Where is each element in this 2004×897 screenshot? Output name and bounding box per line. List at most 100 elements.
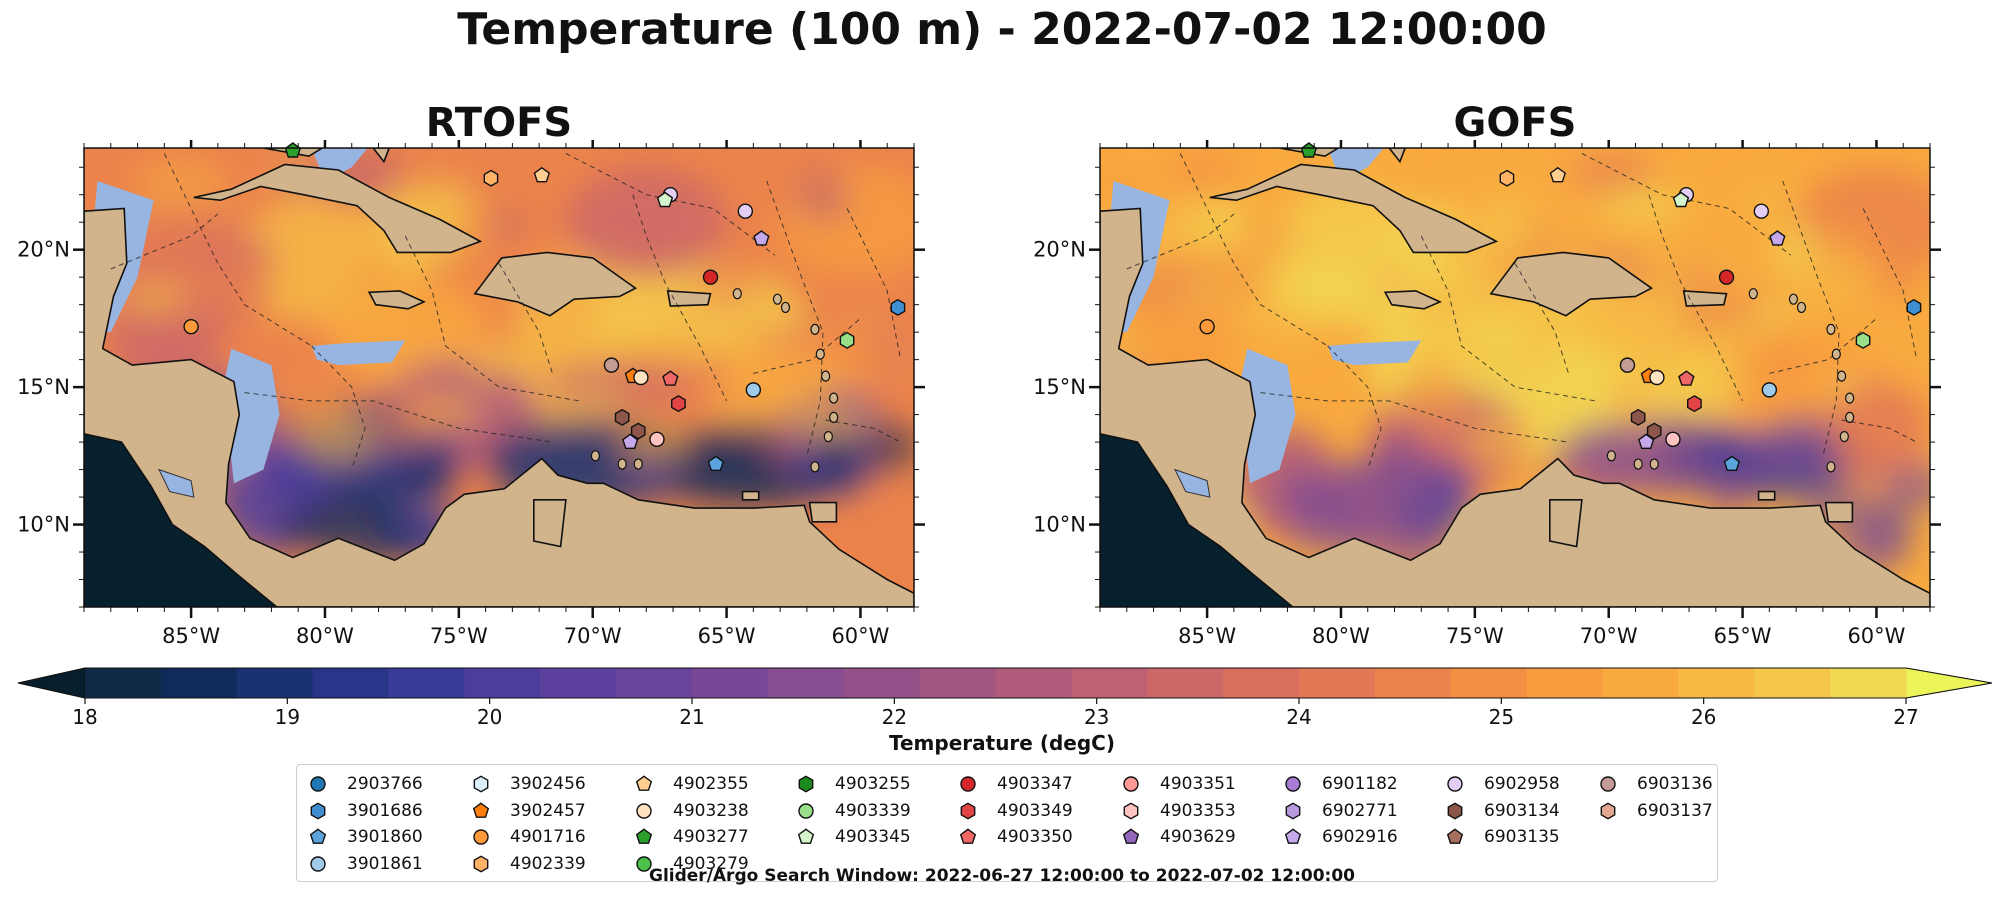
colorbar-swatch: [1223, 668, 1300, 698]
legend-marker: [310, 856, 326, 872]
colorbar-tick-label: 25: [1489, 705, 1514, 728]
eez-boundary: [404, 235, 580, 402]
map-frame: [1099, 147, 1931, 608]
legend-item-label: 4902355: [673, 774, 749, 795]
circle-marker-icon: [1447, 776, 1463, 792]
legend-item-label: 3901861: [347, 853, 423, 874]
island: [1633, 458, 1643, 470]
legend-marker: [798, 775, 814, 793]
eez-boundary: [753, 318, 861, 374]
float-marker: [1665, 431, 1681, 448]
eez-boundary: [1862, 208, 1918, 360]
land-jamaica: [1383, 290, 1442, 310]
legend-item: 4902355: [633, 771, 749, 798]
island: [1788, 293, 1799, 305]
legend-column: 4903351 4903353 4903629: [1120, 771, 1236, 851]
colorbar-swatch: [692, 668, 769, 698]
hexagon-marker-icon: [1285, 802, 1301, 820]
circle-marker-icon: [310, 776, 326, 792]
legend-item-label: 6903135: [1484, 827, 1560, 848]
legend-marker: [1123, 776, 1139, 792]
legend-marker: [310, 776, 326, 792]
island: [1748, 288, 1758, 300]
island: [732, 288, 742, 300]
land-maracaibo: [1549, 499, 1583, 548]
legend-item: 3902457: [470, 798, 586, 825]
land-cuba: [193, 163, 483, 254]
float-marker: [1646, 422, 1662, 440]
float-marker: [737, 203, 754, 219]
legend-item: 4903349: [957, 798, 1073, 825]
float-marker: [633, 369, 649, 386]
float-marker: [1687, 395, 1702, 413]
colorbar-swatch: [995, 668, 1072, 698]
float-marker: [707, 455, 725, 471]
colorbar-tick-label: 21: [679, 705, 704, 728]
legend-marker: [309, 828, 327, 845]
legend-column: 6902958 6903134 6903135: [1444, 771, 1560, 851]
legend-marker: [798, 803, 814, 819]
legend-item-label: 4903345: [835, 827, 911, 848]
x-tick-label: 85°W: [1178, 624, 1236, 648]
eez-boundary: [311, 345, 366, 470]
float-marker: [1723, 455, 1741, 471]
colorbar-swatch: [540, 668, 617, 698]
legend-marker: [1122, 828, 1140, 845]
pentagon-marker-icon: [959, 828, 977, 845]
float-marker: [1649, 369, 1665, 386]
legend-marker: [473, 775, 489, 793]
pentagon-marker-icon: [472, 802, 490, 818]
legend-column: 6901182 6902771 6902916: [1282, 771, 1398, 851]
legend-item: 4903255: [795, 771, 911, 798]
legend-item: 4903339: [795, 798, 911, 825]
float-marker: [1638, 433, 1655, 449]
legend-item: 4903350: [957, 824, 1073, 851]
y-tick-label: 10°N: [1033, 513, 1086, 537]
eez-boundary: [244, 392, 553, 443]
colorbar-swatch: [843, 668, 921, 698]
land-hispaniola: [473, 251, 638, 317]
legend-item: 2903766: [307, 771, 423, 798]
float-marker: [1199, 318, 1215, 335]
legend-item: 6902916: [1282, 824, 1398, 851]
x-tick-label: 65°W: [698, 624, 756, 648]
island: [1649, 458, 1659, 470]
island: [823, 430, 833, 443]
x-tick-label: 70°W: [564, 624, 622, 648]
land-pacific: [1100, 432, 1295, 607]
legend-column: 3902456 3902457 4901716 4902339: [470, 771, 586, 877]
eez-boundary: [825, 419, 901, 443]
legend-item-label: 6903136: [1637, 774, 1713, 795]
legend-item-label: 4903277: [673, 827, 749, 848]
float-marker: [630, 422, 646, 440]
island: [1845, 392, 1855, 404]
hexagon-marker-icon: [1447, 802, 1463, 820]
eez-boundary: [1841, 419, 1917, 443]
eez-boundary: [1420, 235, 1596, 402]
float-legend: 2903766 3901686 3901860 3901861 3902456 39024…: [296, 764, 1718, 882]
float-marker: [614, 408, 630, 426]
land-puertorico: [1682, 290, 1728, 307]
pentagon-marker-icon: [635, 775, 653, 792]
legend-marker: [959, 828, 977, 845]
pentagon-marker-icon: [635, 828, 653, 845]
legend-item-label: 4903347: [997, 774, 1073, 795]
float-marker: [839, 331, 855, 349]
circle-marker-icon: [960, 776, 976, 792]
rtofs-map: 85°W 80°W 75°W 70°W 65°W 60°W 10°N 15°N 20°N: [17, 140, 925, 648]
float-marker: [1761, 382, 1778, 398]
legend-item-label: 4903339: [835, 800, 911, 821]
legend-item: 3901686: [307, 798, 423, 825]
x-tick-label: 80°W: [1312, 624, 1370, 648]
circle-marker-icon: [1123, 776, 1139, 792]
island: [815, 348, 825, 360]
eez-boundary: [498, 263, 553, 374]
legend-item-label: 3902456: [510, 774, 586, 795]
island: [829, 392, 839, 404]
float-marker: [622, 433, 639, 449]
legend-item-label: 4903349: [997, 800, 1073, 821]
colorbar-tick-label: 24: [1286, 705, 1311, 728]
circle-marker-icon: [1285, 776, 1301, 792]
legend-marker: [310, 802, 326, 820]
colorbar-swatch: [1450, 668, 1528, 698]
